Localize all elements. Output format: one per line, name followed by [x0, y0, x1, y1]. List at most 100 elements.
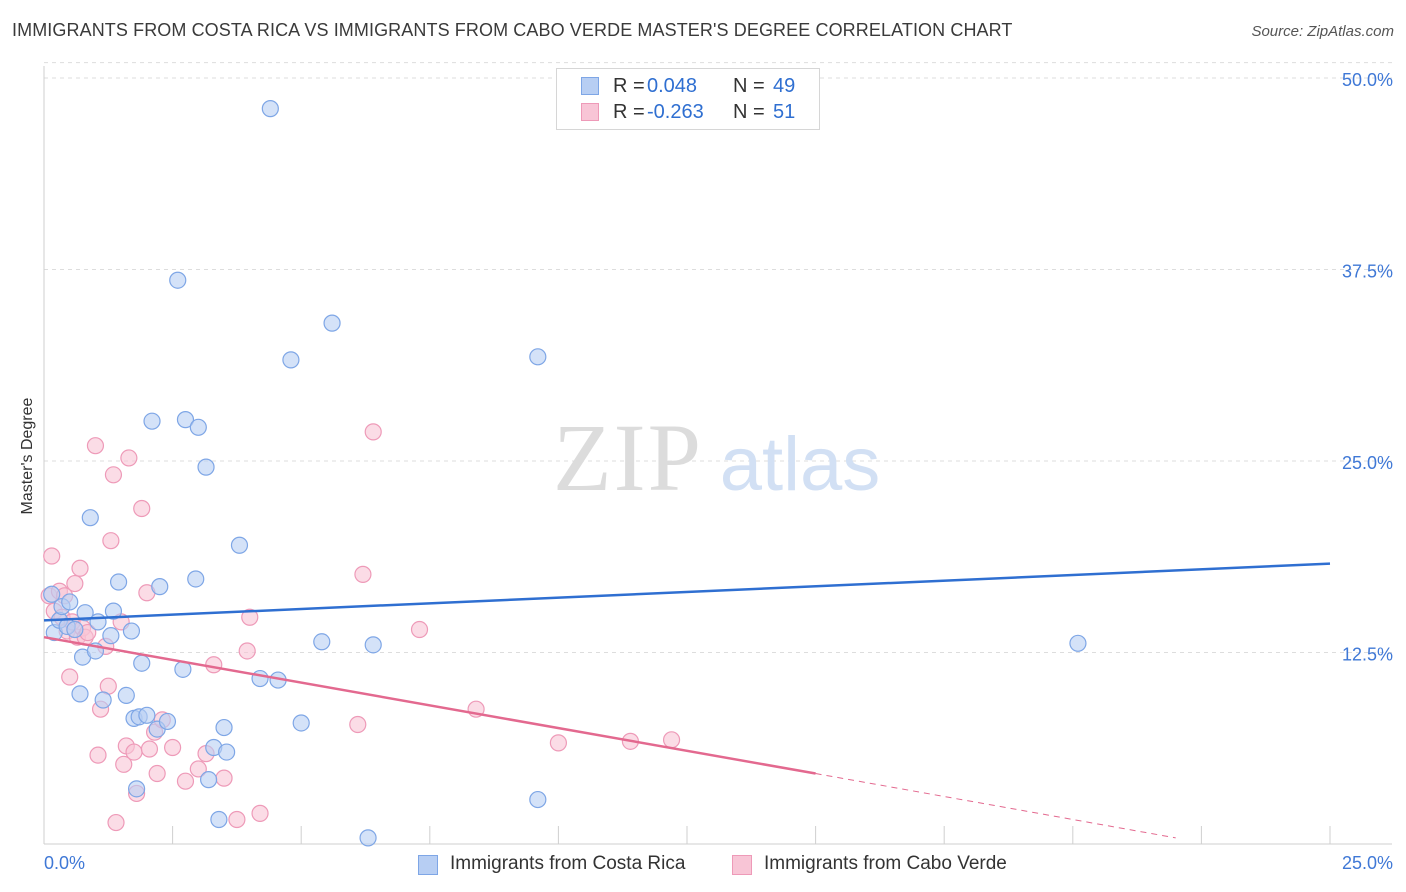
correlation-legend: R = 0.048 N = 49 R = -0.263 N = 51: [556, 68, 820, 130]
watermark-atlas: atlas: [720, 422, 881, 507]
costa-rica-point: [89, 613, 107, 631]
cabo-verde-point: [662, 731, 681, 749]
costa-rica-point: [230, 536, 249, 554]
n-value: 49: [773, 75, 796, 97]
y-tick-label: 25.0%: [1342, 453, 1393, 473]
cabo-verde-point: [133, 499, 151, 518]
costa-rica-point: [313, 633, 331, 651]
costa-rica-point: [364, 636, 382, 654]
costa-rica-point: [66, 620, 84, 639]
costa-rica-point: [43, 585, 61, 603]
cabo-verde-point: [104, 466, 123, 484]
r-value: -0.263: [647, 101, 704, 123]
cabo-verde-swatch: [581, 103, 599, 121]
costa-rica-point: [127, 780, 146, 798]
cabo-verde-point: [176, 772, 195, 790]
cabo-verde-point: [61, 668, 79, 686]
cabo-verde-point: [71, 559, 89, 577]
costa-rica-point: [133, 654, 151, 672]
cabo-verde-point: [364, 423, 382, 441]
costa-rica-point: [529, 348, 547, 366]
x-tick-label-max: 25.0%: [1342, 853, 1393, 873]
costa-rica-point: [187, 570, 205, 588]
costa-rica-swatch: [581, 77, 599, 95]
costa-rica-point: [251, 669, 269, 688]
legend-label: Immigrants from Costa Rica: [450, 853, 686, 874]
cabo-verde-point: [43, 547, 61, 565]
x-tick-label-min: 0.0%: [44, 853, 85, 873]
legend-label: Immigrants from Cabo Verde: [764, 853, 1007, 874]
costa-rica-point: [200, 771, 218, 789]
costa-rica-point: [1069, 634, 1087, 652]
cabo-verde-point: [205, 656, 223, 674]
n-label: N =: [733, 75, 765, 97]
costa-rica-point: [210, 810, 228, 829]
costa-rica-point: [76, 604, 94, 622]
costa-rica-point: [109, 573, 128, 591]
trend-lines: [43, 562, 1331, 839]
cabo-verde-point: [107, 813, 125, 832]
cabo-verde-trend-line: [43, 635, 816, 775]
costa-rica-point: [138, 706, 156, 724]
costa-rica-swatch: [418, 855, 438, 875]
watermark-zip: ZIP: [553, 404, 703, 511]
costa-rica-point: [158, 712, 177, 731]
grid-lines: [44, 62, 1392, 653]
cabo-verde-point: [120, 449, 138, 467]
cabo-verde-point: [115, 755, 133, 773]
costa-rica-point: [215, 718, 233, 737]
n-value: 51: [773, 101, 796, 123]
cabo-verde-point: [125, 743, 143, 761]
costa-rica-point: [282, 351, 300, 369]
y-tick-label: 37.5%: [1342, 262, 1393, 282]
costa-rica-point: [189, 418, 207, 436]
costa-rica-point: [81, 509, 99, 527]
watermark: ZIP atlas: [553, 404, 880, 511]
cabo-verde-point: [410, 620, 429, 639]
costa-rica-point: [169, 271, 187, 289]
cabo-verde-point: [189, 760, 207, 778]
tick-labels: 12.5% 25.0% 37.5% 50.0% 0.0% 25.0%: [44, 70, 1393, 873]
costa-rica-point: [323, 314, 341, 332]
y-tick-label: 12.5%: [1342, 645, 1393, 665]
cabo-verde-point: [349, 715, 367, 734]
costa-rica-point: [359, 829, 377, 847]
r-label: R =: [613, 75, 645, 97]
cabo-verde-point: [66, 574, 84, 593]
costa-rica-point: [197, 458, 215, 476]
cabo-verde-point: [89, 746, 107, 764]
cabo-verde-point: [140, 740, 159, 758]
axes: [43, 66, 1392, 845]
source-credit: Source: ZipAtlas.com: [1251, 23, 1394, 40]
cabo-verde-swatch: [732, 855, 752, 875]
cabo-verde-point: [215, 769, 233, 787]
cabo-verde-point: [251, 804, 269, 822]
costa-rica-point: [61, 593, 79, 611]
costa-rica-point: [94, 691, 112, 709]
costa-rica-point: [102, 627, 120, 645]
r-label: R =: [613, 101, 645, 123]
chart-title: IMMIGRANTS FROM COSTA RICA VS IMMIGRANTS…: [12, 20, 1013, 40]
cabo-verde-point: [241, 608, 259, 626]
cabo-verde-point: [102, 532, 120, 550]
y-tick-label: 50.0%: [1342, 70, 1393, 90]
costa-rica-point: [104, 602, 123, 620]
costa-rica-point: [151, 578, 169, 596]
cabo-verde-point: [238, 642, 256, 660]
costa-rica-point: [143, 412, 161, 430]
costa-rica-point: [176, 411, 195, 429]
cabo-verde-point: [164, 738, 182, 757]
costa-rica-point: [71, 685, 89, 703]
costa-rica-trend-line: [43, 562, 1331, 622]
cabo-verde-point: [86, 437, 105, 455]
costa-rica-point: [122, 622, 141, 640]
n-label: N =: [733, 101, 765, 123]
costa-rica-point: [218, 743, 236, 761]
costa-rica-point: [292, 714, 310, 732]
cabo-verde-trend-extension: [815, 773, 1176, 839]
cabo-verde-point: [148, 764, 166, 783]
costa-rica-point: [117, 686, 135, 704]
cabo-verde-point: [228, 810, 246, 829]
costa-rica-point: [529, 790, 547, 809]
